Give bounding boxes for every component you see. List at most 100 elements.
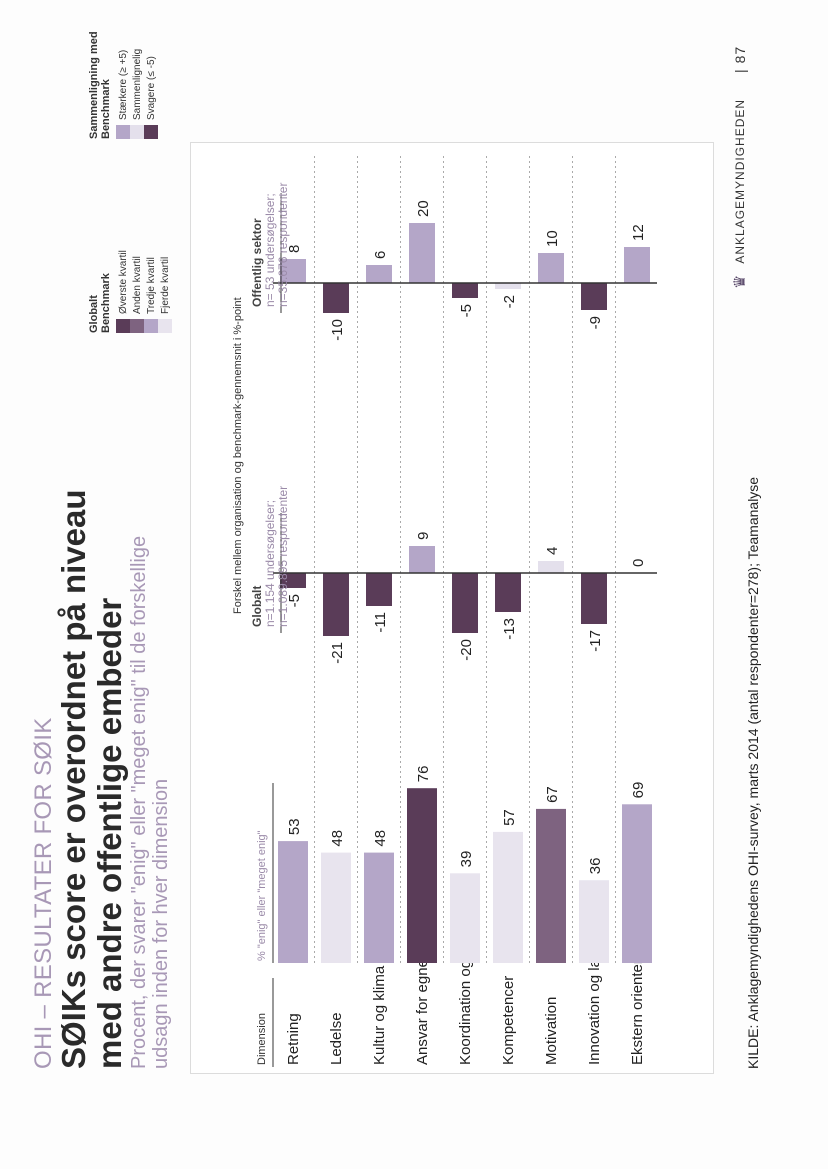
global-diff-bar [280,573,306,588]
score-bar [622,804,652,963]
score-bar [364,852,394,963]
global-diff-bar [538,561,564,573]
legend-item: Svagere (≤ -5) [144,29,158,139]
public-n-respondents: n=35.676 respondenter [276,182,290,307]
category-label: Innovation og læring [586,929,603,1065]
public-diff-label: 12 [630,224,647,241]
compare-legend-title: Sammenligning med Benchmark [88,31,112,139]
global-diff-label: -13 [501,618,518,640]
public-diff-label: 8 [286,245,303,253]
score-value-label: 67 [544,786,561,803]
global-diff-label: 0 [630,559,647,567]
score-bar [493,831,523,963]
global-diff-label: -11 [372,612,389,633]
public-title: Offentlig sektor [250,218,264,307]
legend-label: Fjerde kvartil [159,256,171,314]
public-diff-label: 20 [415,200,432,217]
global-diff-label: 9 [415,532,432,540]
public-diff-label: -2 [501,295,518,308]
score-bar [321,852,351,963]
legend-swatch [144,319,158,333]
diff-column-label: Forskel mellem organisation og benchmark… [232,297,244,614]
score-value-label: 36 [587,858,604,875]
score-header: % "enig" eller "meget enig" [256,830,268,961]
global-diff-bar [452,573,478,633]
legend-item: Fjerde kvartil [158,250,172,333]
global-diff-label: -20 [458,639,475,661]
global-benchmark-header: Globalt n=1.154 undersøgelser; n=1.089.8… [250,486,290,627]
public-diff-label: -5 [458,304,475,317]
legend-swatch [116,319,130,333]
legend-label: Øverste kvartil [117,250,129,314]
public-diff-label: -10 [329,319,346,341]
compare-legend: Sammenligning med Benchmark Stærkere (≥ … [88,29,158,139]
category-label: Ledelse [328,1012,345,1065]
dimension-header: Dimension [256,1013,268,1065]
legend-item: Tredje kvartil [144,250,158,333]
public-diff-bar [409,223,435,283]
public-diff-bar [323,283,349,313]
public-benchmark-header: Offentlig sektor n= 53 undersøgelser; n=… [250,183,290,307]
score-bar [407,788,437,963]
category-label: Motivation [543,997,560,1065]
global-diff-bar [409,546,435,573]
global-diff-bar [581,573,607,624]
page-subtitle: Procent, der svarer "enig" eller "meget … [128,535,172,1069]
legend-swatch [158,319,172,333]
chart: Dimension % "enig" eller "meget enig" Retn… [256,153,657,1067]
legend-swatch [130,319,144,333]
global-diff-label: 4 [544,547,561,555]
public-diff-label: -9 [587,316,604,329]
legend-item: Stærkere (≥ +5) [116,29,130,139]
category-label: Kultur og klima [371,965,388,1065]
global-n-respondents: n=1.089.895 respondenter [276,485,290,627]
score-bar [450,873,480,963]
score-value-label: 39 [458,851,475,868]
legend-swatch [144,125,158,139]
public-diff-bar [280,259,306,283]
global-diff-bar [323,573,349,636]
legend-swatch [116,125,130,139]
score-bar [536,808,566,963]
score-value-label: 76 [415,766,432,783]
chart-frame: Dimension % "enig" eller "meget enig" Retn… [190,142,714,1074]
global-diff-label: -5 [286,594,303,607]
category-label: Kompetencer [500,976,517,1065]
public-diff-bar [538,253,564,283]
score-value-label: 53 [286,818,303,835]
legend-item: Anden kvartil [130,250,144,333]
category-label: Retning [285,1013,302,1065]
global-diff-bar [366,573,392,606]
score-value-label: 69 [630,782,647,799]
public-diff-label: 10 [544,230,561,247]
score-bar [278,841,308,963]
global-title: Globalt [250,585,264,627]
public-diff-bar [581,283,607,310]
public-diff-label: 6 [372,251,389,259]
public-diff-bar [366,265,392,283]
public-diff-bar [452,283,478,298]
logo-text: ANKLAGEMYNDIGHEDEN [733,98,747,264]
legend-label: Stærkere (≥ +5) [117,49,129,120]
score-value-label: 48 [372,830,389,847]
public-diff-bar [624,247,650,283]
footer: ♛ ANKLAGEMYNDIGHEDEN | 87 [730,46,750,289]
global-diff-bar [495,573,521,612]
score-bar [579,880,609,963]
legend-item: Øverste kvartil [116,250,130,333]
public-diff-bar [495,283,521,289]
legend-swatch [130,125,144,139]
legend-label: Sammenlignelig [131,48,143,120]
legend-label: Svagere (≤ -5) [145,56,157,120]
score-value-label: 48 [329,830,346,847]
crown-icon: ♛ [732,273,749,289]
global-diff-label: -21 [329,642,346,664]
legend-item: Sammenlignelig [130,29,144,139]
page-number: | 87 [732,45,748,73]
quartile-legend: Globalt Benchmark Øverste kvartil Anden k… [88,250,172,333]
legend-label: Anden kvartil [131,256,143,314]
source-note: KILDE: Anklagemyndighedens OHI-survey, m… [745,476,761,1069]
score-value-label: 57 [501,809,518,826]
